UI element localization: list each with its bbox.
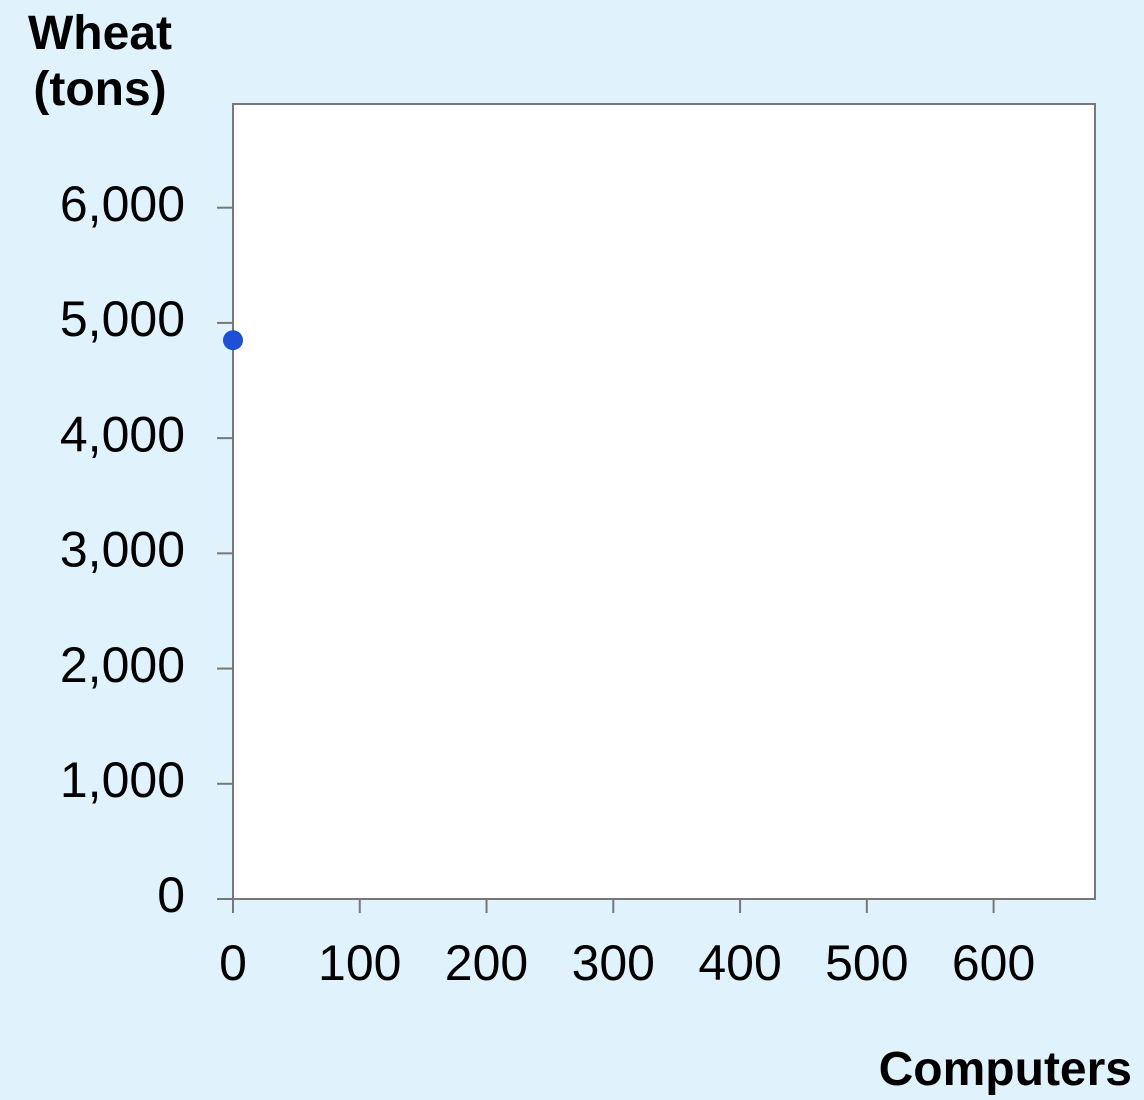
y-tick-label: 0: [157, 867, 185, 923]
y-tick-label: 6,000: [60, 176, 185, 232]
x-tick-label: 400: [698, 935, 781, 991]
x-axis-label: Computers: [878, 1043, 1132, 1096]
y-tick-label: 3,000: [60, 522, 185, 578]
plot-area: [232, 103, 1096, 900]
y-tick-label: 2,000: [60, 637, 185, 693]
y-tick-label: 5,000: [60, 291, 185, 347]
point: [223, 330, 243, 351]
y-tick-label: 4,000: [60, 406, 185, 462]
x-tick-label: 500: [825, 935, 908, 991]
y-axis-label: Wheat (tons): [28, 7, 172, 116]
x-tick-label: 600: [952, 935, 1035, 991]
x-tick-label: 200: [445, 935, 528, 991]
x-tick-label: 100: [318, 935, 401, 991]
x-tick-label: 300: [572, 935, 655, 991]
y-tick-label: 1,000: [60, 752, 185, 808]
x-tick-label: 0: [219, 935, 247, 991]
